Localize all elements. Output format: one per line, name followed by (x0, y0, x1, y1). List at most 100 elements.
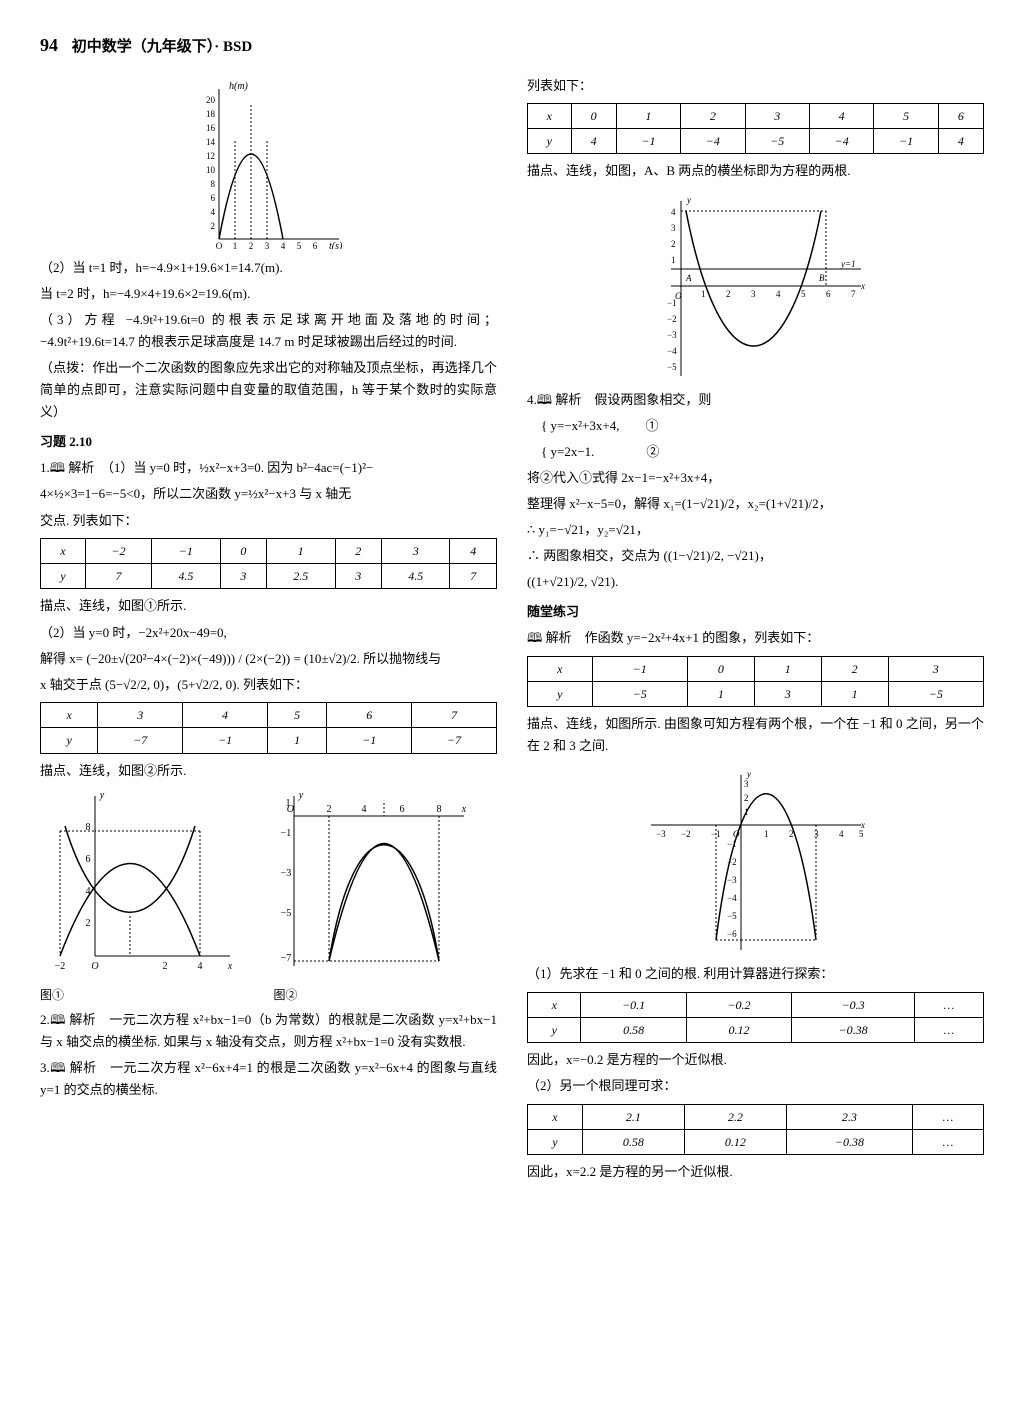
svg-text:−1: −1 (667, 298, 677, 308)
td: 5 (267, 702, 326, 727)
svg-text:1: 1 (744, 807, 749, 817)
q1a: 1.🕮 解析 （1）当 y=0 时，½x²−x+3=0. 因为 b²−4ac=(… (40, 457, 497, 479)
fig1-caption: 图① (40, 985, 264, 1005)
svg-text:3: 3 (264, 241, 269, 249)
td: 2.2 (684, 1104, 786, 1129)
th: y (41, 564, 86, 589)
svg-text:−2: −2 (667, 314, 677, 324)
svg-text:3: 3 (671, 223, 676, 233)
svg-text:8: 8 (86, 822, 91, 833)
table-row: y −7 −1 1 −1 −7 (41, 728, 497, 753)
p-l3: （3）方程 −4.9t²+19.6t=0 的根表示足球离开地面及落地的时间；−4… (40, 309, 497, 353)
td: 1 (754, 656, 821, 681)
svg-text:6: 6 (826, 289, 831, 299)
svg-text:−2: −2 (55, 961, 66, 972)
svg-text:−5: −5 (727, 911, 737, 921)
svg-text:−2: −2 (727, 857, 737, 867)
chart-3: O 12 34 567 x y 43 21 −1−2 −3−4 −5 y=1 A… (527, 191, 984, 381)
cw2: 描点、连线，如图所示. 由图象可知方程有两个根，一个在 −1 和 0 之间，另一… (527, 713, 984, 757)
svg-text:4: 4 (839, 829, 844, 839)
svg-text:16: 16 (206, 123, 216, 133)
svg-text:−1: −1 (280, 828, 291, 839)
td: 6 (327, 702, 412, 727)
svg-text:5: 5 (801, 289, 806, 299)
td: −1 (183, 728, 268, 753)
q4f: ((1+√21)/2, √21). (527, 571, 984, 593)
q2a: （2）当 y=0 时，−2x²+20x−49=0, (40, 622, 497, 644)
svg-text:y=1: y=1 (840, 259, 856, 269)
th: x (41, 538, 86, 563)
td: −7 (412, 728, 497, 753)
table-row: y 7 4.5 3 2.5 3 4.5 7 (41, 564, 497, 589)
figure-pair: −2O 24 24 68 x y 图① (40, 786, 497, 1005)
q1d: 描点、连线，如图①所示. (40, 595, 497, 617)
svg-text:O: O (215, 241, 222, 249)
td: −0.38 (786, 1129, 912, 1154)
page-title: 初中数学（九年级下）· BSD (72, 39, 252, 55)
svg-text:10: 10 (206, 165, 216, 175)
svg-text:14: 14 (206, 137, 216, 147)
svg-text:x: x (860, 281, 865, 291)
td: 3 (98, 702, 183, 727)
td: 3 (220, 564, 266, 589)
svg-text:3: 3 (814, 829, 819, 839)
table-row: x −2 −1 0 1 2 3 4 (41, 538, 497, 563)
svg-text:B: B (819, 273, 825, 283)
td: 1 (687, 681, 754, 706)
td: −4 (809, 129, 873, 154)
table-row: x 2.1 2.2 2.3 … (528, 1104, 984, 1129)
svg-text:18: 18 (206, 109, 216, 119)
td: 2.5 (267, 564, 335, 589)
td: 4.5 (381, 564, 449, 589)
page-header: 94 初中数学（九年级下）· BSD (40, 30, 984, 61)
td: 5 (874, 103, 938, 128)
table-5: x −0.1 −0.2 −0.3 … y 0.58 0.12 −0.38 … (527, 992, 984, 1044)
table-row: y 0.58 0.12 −0.38 … (528, 1017, 984, 1042)
svg-text:7: 7 (851, 289, 856, 299)
svg-text:1: 1 (232, 241, 237, 249)
q4e: ∴ 两图象相交，交点为 ((1−√21)/2, −√21)， (527, 545, 984, 567)
svg-text:6: 6 (210, 193, 215, 203)
svg-text:3: 3 (744, 779, 749, 789)
td: −1 (327, 728, 412, 753)
svg-text:6: 6 (312, 241, 317, 249)
svg-text:O: O (733, 829, 740, 839)
svg-text:−1: −1 (727, 839, 737, 849)
th: y (41, 728, 98, 753)
td: 7 (412, 702, 497, 727)
svg-text:t(s): t(s) (329, 241, 343, 249)
exercise-title: 习题 2.10 (40, 431, 497, 453)
td: −1 (874, 129, 938, 154)
classwork-title: 随堂练习 (527, 601, 984, 623)
td: 2 (821, 656, 888, 681)
th: x (528, 1104, 583, 1129)
svg-text:x: x (860, 820, 865, 830)
svg-text:4: 4 (210, 207, 215, 217)
td: −0.1 (581, 992, 686, 1017)
q2d: 描点、连线，如图②所示. (40, 760, 497, 782)
svg-text:2: 2 (326, 804, 331, 815)
svg-text:8: 8 (210, 179, 215, 189)
td: 6 (938, 103, 983, 128)
svg-text:4: 4 (86, 886, 91, 897)
svg-text:x: x (227, 961, 233, 972)
td: 1 (267, 728, 326, 753)
svg-text:−2: −2 (681, 829, 691, 839)
svg-text:−4: −4 (667, 346, 677, 356)
svg-text:A: A (685, 273, 692, 283)
svg-text:2: 2 (210, 221, 215, 231)
q1c: 交点. 列表如下： (40, 510, 497, 532)
svg-text:6: 6 (86, 854, 91, 865)
td: −0.38 (792, 1017, 915, 1042)
td: 3 (335, 564, 381, 589)
q3sol: 3.🕮 解析 一元二次方程 x²−6x+4=1 的根是二次函数 y=x²−6x+… (40, 1057, 497, 1101)
svg-text:h(m): h(m) (229, 81, 249, 92)
table-row: x 3 4 5 6 7 (41, 702, 497, 727)
th: x (528, 992, 581, 1017)
td: … (914, 992, 983, 1017)
q2b: 解得 x= (−20±√(20²−4×(−2)×(−49))) / (2×(−2… (40, 648, 497, 670)
svg-text:4: 4 (671, 207, 676, 217)
svg-text:−4: −4 (727, 893, 737, 903)
q1b: 4×½×3=1−6=−5<0，所以二次函数 y=½x²−x+3 与 x 轴无 (40, 483, 497, 505)
q4b: 将②代入①式得 2x−1=−x²+3x+4， (527, 467, 984, 489)
